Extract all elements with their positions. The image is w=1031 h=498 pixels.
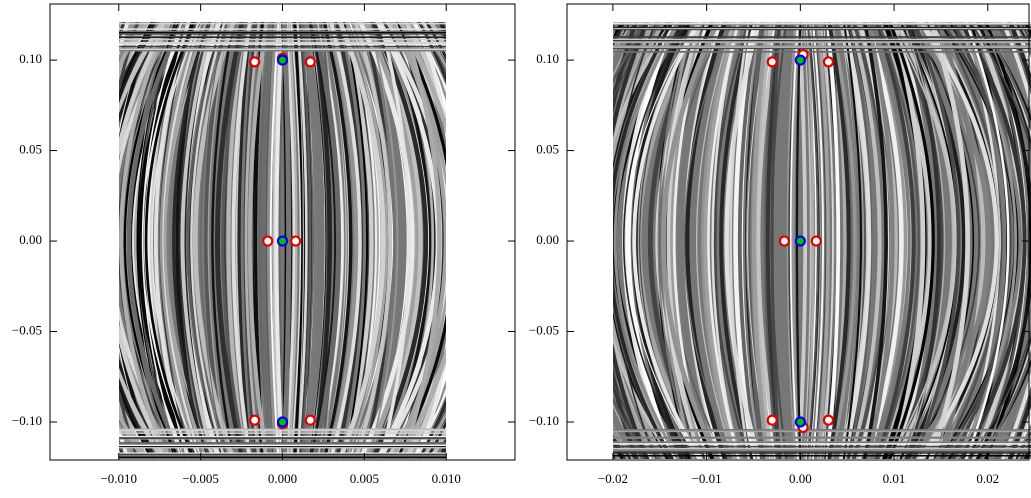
x-tick-label: 0.010 [432, 471, 461, 486]
y-tick-label: 0.10 [19, 51, 42, 66]
y-tick-label: 0.10 [536, 51, 559, 66]
y-tick-label: 0.05 [19, 142, 42, 157]
texture [119, 22, 446, 459]
point [794, 416, 806, 428]
point [262, 235, 274, 247]
point [276, 235, 289, 247]
y-tick-label: −0.05 [529, 323, 559, 338]
texture [613, 22, 1031, 459]
point [778, 235, 791, 247]
point [249, 56, 261, 68]
y-tick-label: 0.00 [19, 232, 42, 247]
x-tick-label: 0.01 [883, 471, 906, 486]
y-tick-label: −0.05 [12, 323, 42, 338]
axes-frame [566, 3, 1030, 461]
point [810, 235, 822, 247]
y-tick-label: 0.05 [536, 142, 559, 157]
point [822, 414, 835, 426]
point [304, 56, 316, 68]
point [289, 235, 302, 247]
point [276, 54, 289, 66]
y-tick-label: 0.00 [536, 232, 559, 247]
x-tick-label: −0.010 [100, 471, 137, 486]
panel: −0.010 −0.005 0.000 0.005 0.010 −0.10 −0.05 0.0… [12, 3, 516, 486]
point [822, 56, 835, 68]
point [794, 235, 806, 247]
x-tick-label: −0.01 [692, 471, 722, 486]
point [766, 56, 778, 68]
x-tick-label: 0.005 [350, 471, 379, 486]
point [794, 54, 806, 66]
y-tick-label: −0.10 [529, 413, 559, 428]
x-tick-label: −0.005 [182, 471, 219, 486]
panel: −0.02 −0.01 0.00 0.01 0.02 −0.10 −0.05 0.00 0.05… [529, 3, 1031, 486]
y-tick-label: −0.10 [12, 413, 42, 428]
point [276, 416, 289, 428]
x-tick-label: 0.000 [268, 471, 297, 486]
point [304, 414, 316, 426]
x-tick-label: 0.00 [789, 471, 812, 486]
x-tick-label: 0.02 [976, 471, 999, 486]
point [249, 414, 261, 426]
point [766, 414, 778, 426]
x-tick-label: −0.02 [598, 471, 628, 486]
